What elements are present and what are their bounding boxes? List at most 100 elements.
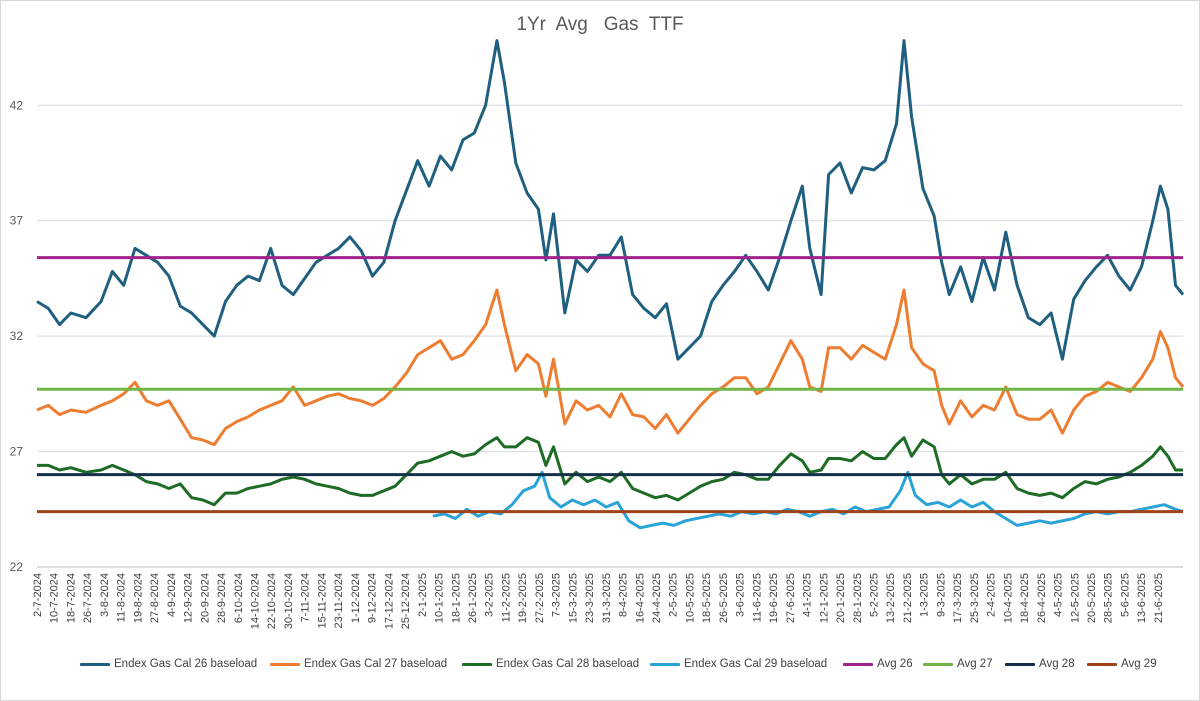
y-tick-label: 37 — [10, 214, 24, 228]
x-tick-label: 20-9-2024 — [199, 573, 211, 623]
x-tick-label: 19-6-2025 — [768, 573, 780, 623]
x-tick-label: 28-9-2024 — [216, 573, 228, 623]
legend-swatch — [923, 662, 953, 666]
x-tick-label: 3-2-2025 — [484, 573, 496, 617]
x-tick-label: 22-10-2024 — [266, 573, 278, 629]
x-tick-label: 12-9-2024 — [183, 573, 195, 623]
series-line — [37, 436, 1183, 507]
x-tick-label: 4-1-2025 — [802, 573, 814, 617]
x-tick-label: 5-6-2025 — [1119, 573, 1131, 617]
x-tick-label: 7-3-2025 — [551, 573, 563, 617]
legend-label: Avg 28 — [1039, 658, 1075, 670]
x-tick-label: 25-3-2025 — [969, 573, 981, 623]
legend-swatch — [650, 662, 680, 666]
legend-item: Endex Gas Cal 27 baseload — [270, 654, 447, 674]
x-tick-label: 19-2-2025 — [517, 573, 529, 623]
x-tick-label: 1-3-2025 — [919, 573, 931, 617]
x-tick-label: 18-4-2025 — [1019, 573, 1031, 623]
x-axis-ticks: 2-7-2024 10-7-2024 18-7-2024 26-7-2024 3-8-2… — [32, 573, 1165, 629]
x-tick-label: 27-2-2025 — [534, 573, 546, 623]
x-tick-label: 15-3-2025 — [567, 573, 579, 623]
x-tick-label: 3-8-2024 — [99, 573, 111, 617]
legend-label: Avg 26 — [877, 658, 913, 670]
legend-swatch — [1005, 662, 1035, 666]
x-tick-label: 11-6-2025 — [751, 573, 763, 622]
x-tick-label: 23-3-2025 — [584, 573, 596, 623]
x-tick-label: 11-8-2024 — [116, 573, 128, 622]
x-tick-label: 11-2-2025 — [500, 573, 512, 622]
legend-label: Endex Gas Cal 27 baseload — [304, 658, 448, 670]
x-tick-label: 24-4-2025 — [651, 573, 663, 623]
legend-label: Endex Gas Cal 29 baseload — [684, 658, 828, 670]
legend-item: Avg 26 — [843, 654, 913, 674]
x-tick-label: 28-5-2025 — [1103, 573, 1115, 623]
x-tick-label: 21-6-2025 — [1153, 573, 1165, 623]
x-tick-label: 14-10-2024 — [249, 573, 261, 629]
x-tick-label: 26-4-2025 — [1036, 573, 1048, 623]
x-tick-label: 7-11-2024 — [300, 573, 312, 622]
legend-swatch — [80, 662, 110, 666]
x-tick-label: 3-6-2025 — [735, 573, 747, 617]
x-tick-label: 1-12-2024 — [350, 573, 362, 623]
x-tick-label: 31-3-2025 — [601, 573, 613, 623]
y-axis-ticks: 22 27 32 37 42 — [10, 98, 24, 574]
legend-item: Endex Gas Cal 29 baseload — [650, 654, 827, 674]
x-tick-label: 13-6-2025 — [1136, 573, 1148, 623]
legend-swatch — [462, 662, 492, 666]
legend-label: Avg 27 — [957, 658, 993, 670]
y-tick-label: 22 — [10, 560, 24, 574]
x-tick-label: 17-3-2025 — [952, 573, 964, 623]
x-tick-label: 9-12-2024 — [367, 573, 379, 623]
x-tick-label: 12-5-2025 — [1069, 573, 1081, 623]
legend-item: Endex Gas Cal 28 baseload — [462, 654, 639, 674]
legend-item: Avg 29 — [1087, 654, 1157, 674]
x-tick-label: 13-2-2025 — [885, 573, 897, 623]
x-tick-label: 26-1-2025 — [467, 573, 479, 623]
legend-item: Avg 27 — [923, 654, 993, 674]
x-tick-label: 20-5-2025 — [1086, 573, 1098, 623]
x-tick-label: 18-5-2025 — [701, 573, 713, 623]
x-tick-label: 28-1-2025 — [852, 573, 864, 623]
y-tick-label: 27 — [10, 445, 24, 459]
legend-swatch — [1087, 662, 1117, 666]
series-lines — [36, 39, 1185, 530]
x-tick-label: 27-6-2025 — [785, 573, 797, 623]
x-tick-label: 15-11-2024 — [316, 573, 328, 628]
x-tick-label: 25-12-2024 — [400, 573, 412, 629]
x-tick-label: 4-5-2025 — [1053, 573, 1065, 617]
x-tick-label: 17-12-2024 — [383, 573, 395, 629]
x-tick-label: 18-1-2025 — [450, 573, 462, 623]
y-tick-label: 32 — [10, 329, 24, 343]
legend: Endex Gas Cal 26 baseload Endex Gas Cal 2… — [0, 654, 1200, 674]
legend-label: Avg 29 — [1121, 658, 1157, 670]
x-tick-label: 19-8-2024 — [132, 573, 144, 623]
x-tick-label: 10-4-2025 — [1002, 573, 1014, 623]
legend-item: Endex Gas Cal 26 baseload — [80, 654, 257, 674]
x-tick-label: 20-1-2025 — [835, 573, 847, 623]
gridlines — [37, 104, 1183, 568]
x-tick-label: 10-1-2025 — [434, 573, 446, 623]
x-tick-label: 18-7-2024 — [65, 573, 77, 623]
x-tick-label: 21-2-2025 — [902, 573, 914, 623]
x-tick-label: 12-1-2025 — [818, 573, 830, 623]
x-tick-label: 30-10-2024 — [283, 573, 295, 629]
series-line — [432, 470, 1184, 530]
legend-label: Endex Gas Cal 26 baseload — [114, 658, 258, 670]
x-tick-label: 2-7-2024 — [32, 573, 44, 617]
y-tick-label: 42 — [10, 98, 24, 112]
x-tick-label: 2-5-2025 — [668, 573, 680, 617]
legend-swatch — [270, 662, 300, 666]
series-line — [36, 39, 1185, 361]
x-tick-label: 16-4-2025 — [634, 573, 646, 623]
x-tick-label: 4-9-2024 — [166, 573, 178, 617]
x-tick-label: 9-3-2025 — [935, 573, 947, 617]
x-tick-label: 5-2-2025 — [869, 573, 881, 617]
x-tick-label: 26-5-2025 — [718, 573, 730, 623]
series-line — [36, 288, 1185, 447]
x-tick-label: 26-7-2024 — [82, 573, 94, 623]
x-tick-label: 23-11-2024 — [333, 573, 345, 628]
x-tick-label: 10-7-2024 — [49, 573, 61, 623]
legend-label: Endex Gas Cal 28 baseload — [496, 658, 640, 670]
